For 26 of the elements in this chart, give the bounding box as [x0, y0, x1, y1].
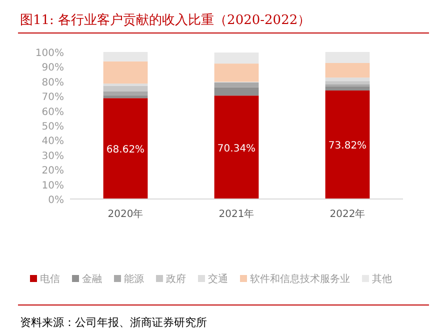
legend-label: 其他: [372, 273, 392, 285]
legend-label: 电信: [40, 273, 60, 285]
y-tick-label: 100%: [35, 48, 64, 59]
legend-label: 软件和信息技术服务业: [250, 273, 350, 285]
legend-label: 交通: [208, 273, 228, 285]
y-tick-label: 10%: [42, 180, 64, 192]
y-tick-label: 0%: [48, 195, 64, 206]
y-tick-label: 20%: [42, 166, 64, 177]
chart-title: 图11: 各行业客户贡献的收入比重（2020-2022）: [20, 12, 311, 28]
x-tick-label: 2020年: [108, 208, 144, 220]
legend-label: 能源: [124, 273, 144, 285]
data-label: 70.34%: [217, 143, 256, 154]
text: 资料来源：公司年报、浙商证券研究所: [20, 316, 207, 329]
data-label: 68.62%: [106, 144, 145, 156]
y-tick-label: 80%: [42, 77, 64, 88]
y-tick-label: 50%: [42, 122, 64, 132]
data-label: 73.82%: [328, 140, 367, 152]
y-tick-label: 40%: [42, 136, 64, 148]
y-tick-label: 30%: [42, 150, 64, 162]
y-tick-label: 70%: [42, 92, 64, 104]
x-tick-label: 2022年: [330, 208, 366, 220]
legend-label: 金融: [82, 273, 102, 285]
y-tick-label: 90%: [42, 62, 64, 74]
x-tick-label: 2021年: [218, 208, 254, 220]
y-tick-label: 60%: [42, 106, 64, 118]
legend-label: 政府: [166, 273, 186, 285]
